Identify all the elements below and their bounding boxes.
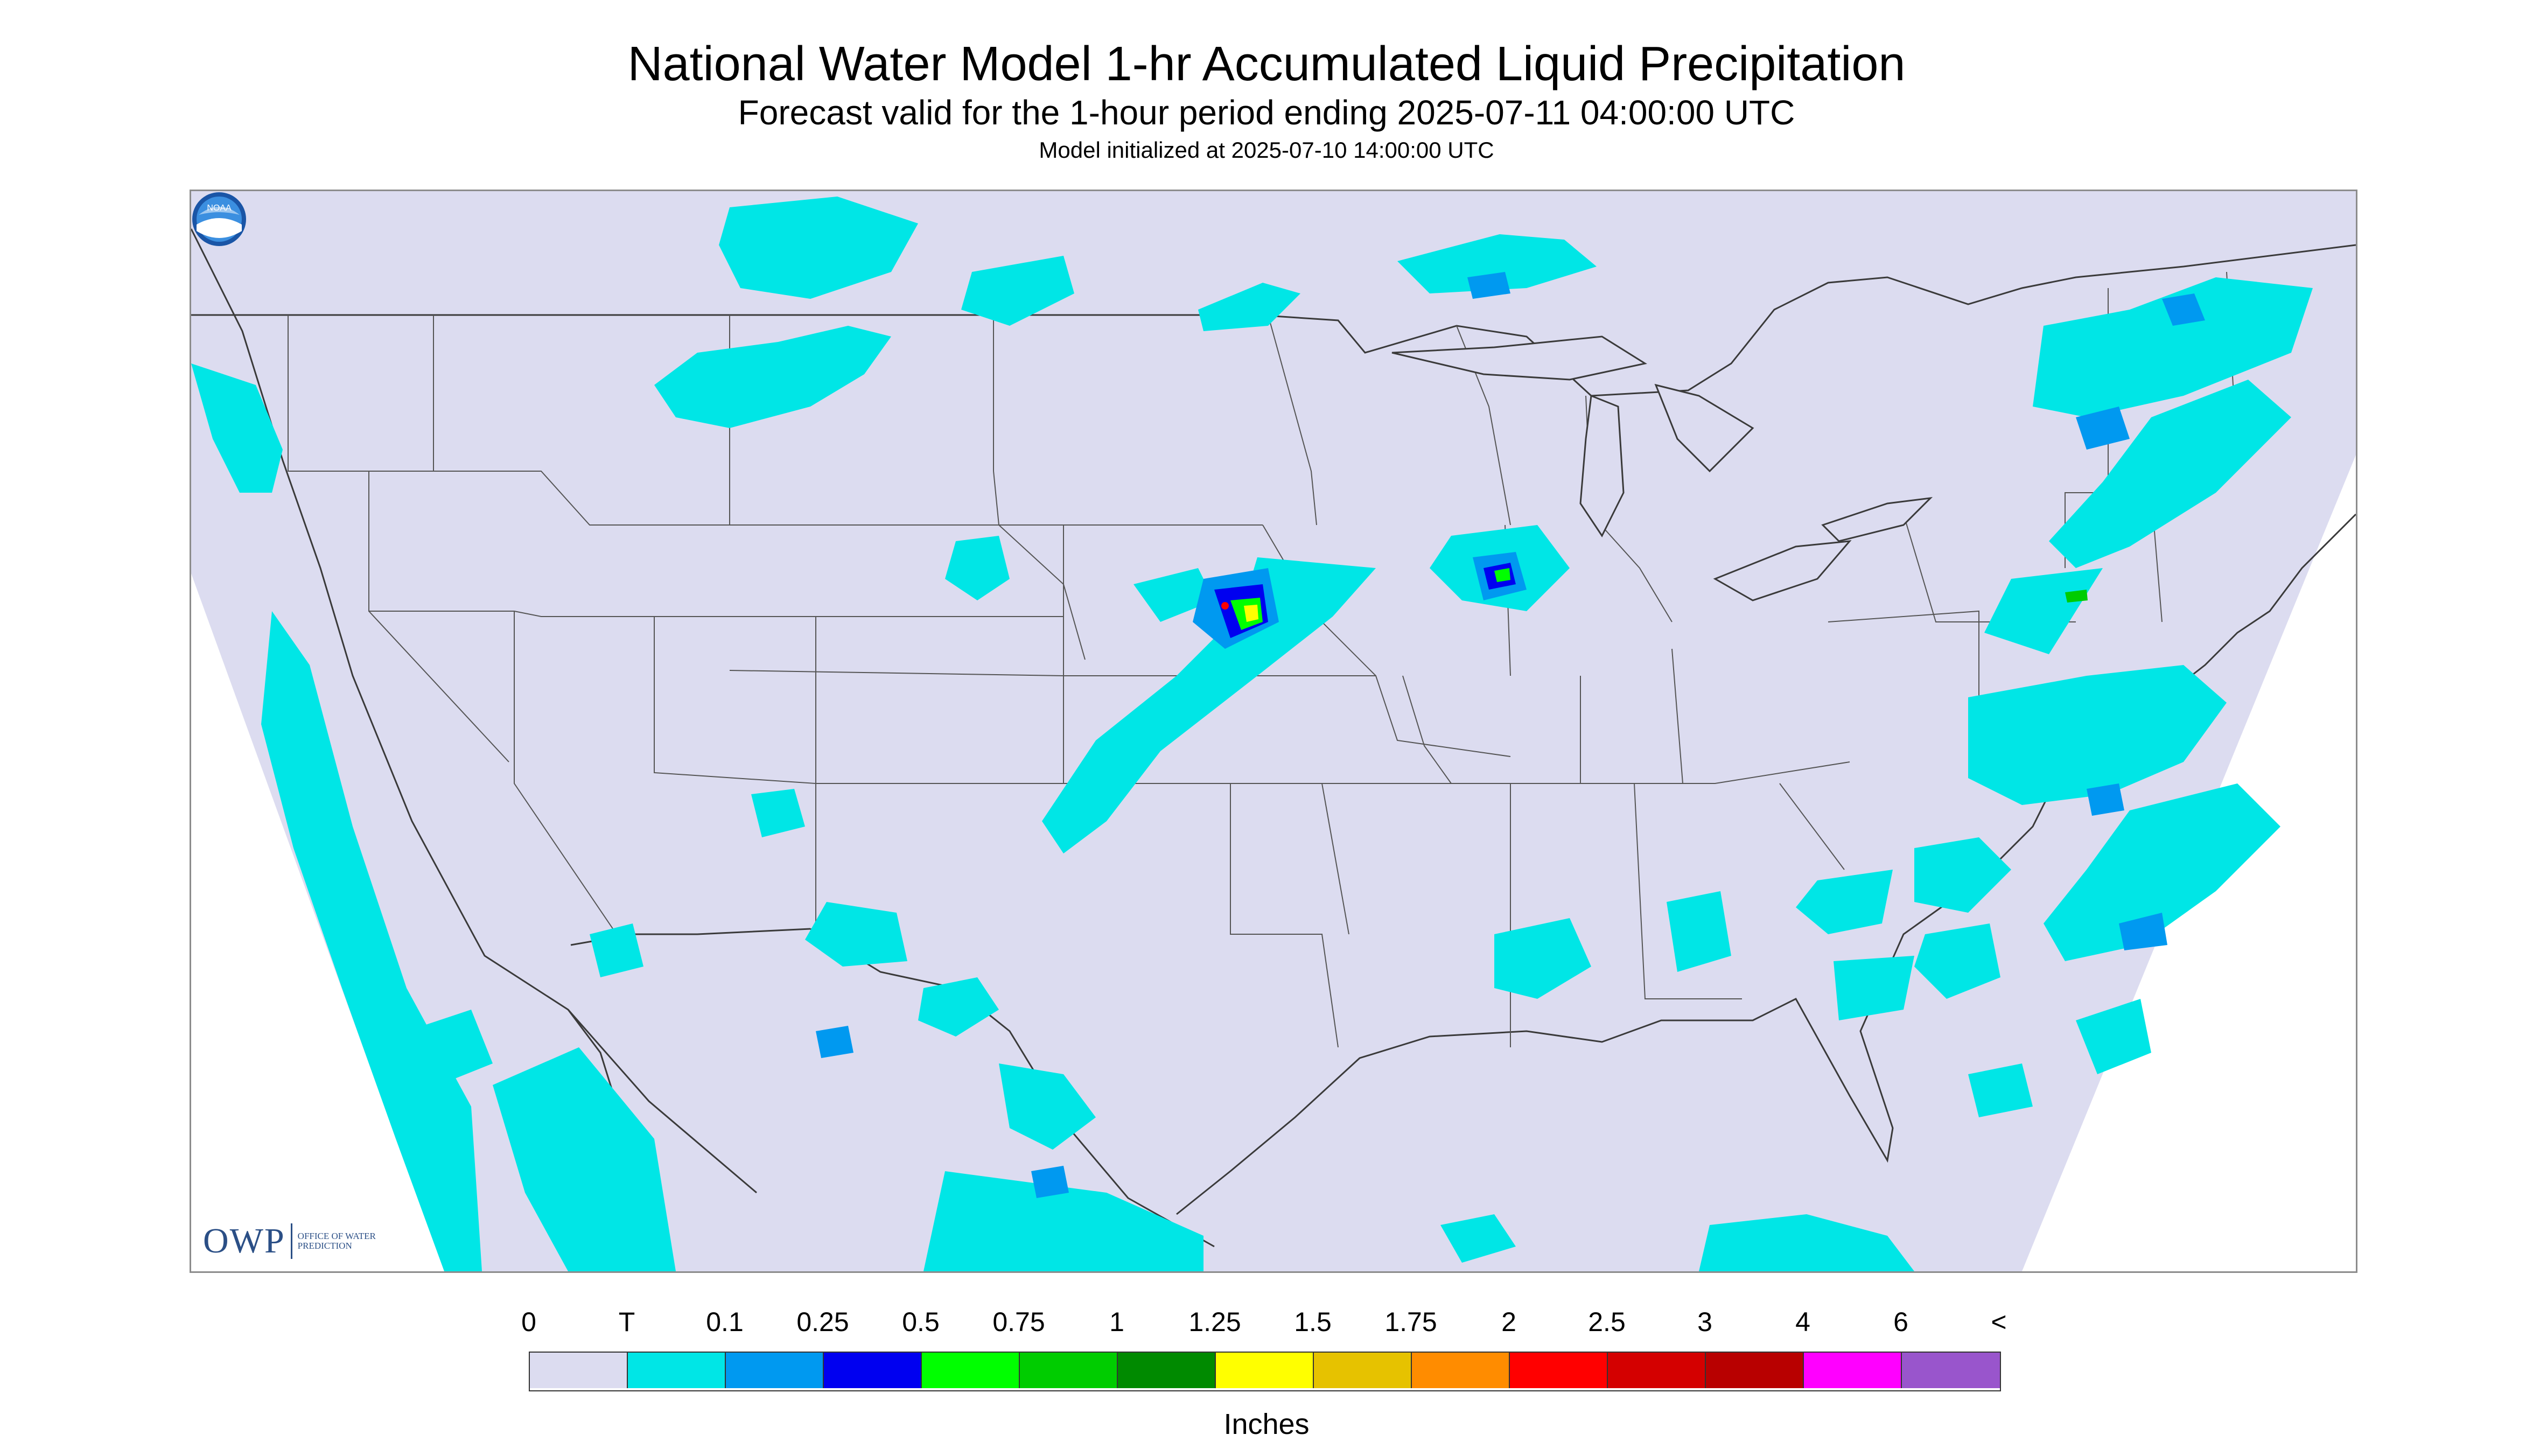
legend-tick-label: 1.25 [1188,1307,1241,1337]
legend-swatch [726,1353,824,1388]
map-title: National Water Model 1-hr Accumulated Li… [627,37,1906,91]
legend-tick-label: 0.75 [992,1307,1045,1337]
legend-swatch [1608,1353,1706,1388]
legend-tick-label: 2 [1501,1307,1516,1337]
legend-tick-label: 6 [1893,1307,1908,1337]
legend-swatch [1510,1353,1608,1388]
model-domain [191,191,2356,1271]
model-init-line: Model initialized at 2025-07-10 14:00:00… [1039,137,1494,163]
legend-swatch [1314,1353,1412,1388]
owp-logo: OWP OFFICE OF WATER PREDICTION [203,1221,379,1262]
owp-logo-word: OWP [203,1221,285,1261]
precipitation-map: OWP OFFICE OF WATER PREDICTION NOAA [190,190,2357,1273]
legend-swatch [1216,1353,1314,1388]
great-lakes [1391,335,1933,601]
intense-rain-cores [1221,568,2088,630]
legend-swatch [1706,1353,1804,1388]
legend-swatch [1804,1353,1902,1388]
legend-tick-label: 0.25 [796,1307,849,1337]
legend-swatch [824,1353,922,1388]
legend-tick-label: 0 [521,1307,536,1337]
legend-tick-label: 0.5 [902,1307,940,1337]
color-legend [529,1352,2001,1391]
legend-swatch [1118,1353,1216,1388]
legend-tick-label: 1 [1109,1307,1124,1337]
legend-tick-label: 1.5 [1294,1307,1332,1337]
legend-swatch [1412,1353,1510,1388]
noaa-logo-text: NOAA [207,204,232,213]
noaa-logo: NOAA [192,192,246,246]
legend-tick-label: 4 [1795,1307,1810,1337]
legend-swatch [628,1353,726,1388]
owp-logo-subtitle: OFFICE OF WATER PREDICTION [297,1231,376,1251]
light-rain-areas [191,197,2313,1271]
legend-tick-label: < [1991,1307,2007,1337]
legend-tick-label: 0.1 [706,1307,744,1337]
legend-swatch [530,1353,628,1388]
legend-tick-label: 3 [1697,1307,1712,1337]
legend-tick-label: 2.5 [1588,1307,1626,1337]
map-canvas [191,191,2356,1271]
legend-swatch [1902,1353,2000,1388]
owp-logo-divider [290,1223,292,1259]
legend-swatch [922,1353,1020,1388]
legend-units: Inches [1223,1408,1310,1440]
forecast-valid-subtitle: Forecast valid for the 1-hour period end… [738,93,1795,132]
legend-swatch [1020,1353,1118,1388]
legend-tick-label: 1.75 [1384,1307,1437,1337]
legend-tick-label: T [618,1307,635,1337]
